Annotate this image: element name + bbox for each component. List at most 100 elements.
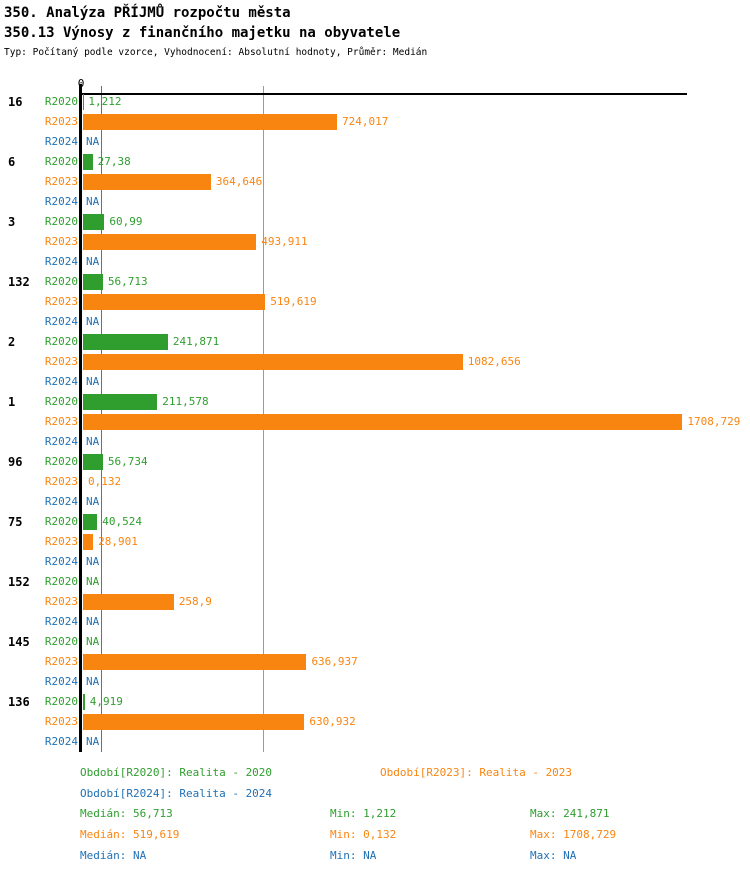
bar xyxy=(83,214,105,230)
value-label: 40,524 xyxy=(102,515,142,528)
value-label: 1082,656 xyxy=(467,355,521,368)
value-label: NA xyxy=(86,255,100,268)
value-label: 27,38 xyxy=(97,155,131,168)
series-label: R2023 xyxy=(44,235,78,248)
series-label: R2020 xyxy=(44,155,78,168)
series-label: R2024 xyxy=(44,615,78,628)
stat-median-r2024: Medián: NA xyxy=(80,849,147,862)
stat-max-r2023: Max: 1708,729 xyxy=(530,828,617,841)
bar xyxy=(83,594,174,610)
series-label: R2024 xyxy=(44,555,78,568)
stat-min-r2023: Min: 0,132 xyxy=(330,828,397,841)
legend-r2024: Období[R2024]: Realita - 2024 xyxy=(80,787,273,800)
stat-min-r2020: Min: 1,212 xyxy=(330,807,397,820)
series-label: R2020 xyxy=(44,635,78,648)
series-label: R2024 xyxy=(44,735,78,748)
value-label: 56,713 xyxy=(107,275,148,288)
value-label: 724,017 xyxy=(341,115,389,128)
series-label: R2023 xyxy=(44,175,78,188)
series-label: R2024 xyxy=(44,435,78,448)
series-label: R2024 xyxy=(44,495,78,508)
category-label: 16 xyxy=(8,95,23,109)
bar xyxy=(83,454,103,470)
report-title: 350. Analýza PŘÍJMŮ rozpočtu města xyxy=(4,5,291,21)
value-label: 211,578 xyxy=(162,395,209,408)
value-label: 4,919 xyxy=(89,695,123,708)
series-label: R2023 xyxy=(44,595,78,608)
category-label: 96 xyxy=(8,455,23,469)
series-label: R2020 xyxy=(44,575,78,588)
bar xyxy=(83,274,103,290)
category-label: 1 xyxy=(8,395,16,409)
series-label: R2024 xyxy=(44,675,78,688)
value-label: 0,132 xyxy=(88,475,122,488)
bar xyxy=(83,294,266,310)
series-label: R2020 xyxy=(44,335,78,348)
report-subtitle: 350.13 Výnosy z finančního majetku na ob… xyxy=(4,25,401,41)
series-label: R2024 xyxy=(44,375,78,388)
bar xyxy=(83,354,463,370)
value-label: 636,937 xyxy=(311,655,358,668)
bar xyxy=(83,234,257,250)
x-axis-line xyxy=(80,93,687,95)
value-label: NA xyxy=(86,315,100,328)
value-label: 364,646 xyxy=(215,175,263,188)
value-label: 258,9 xyxy=(178,595,212,608)
series-label: R2023 xyxy=(44,295,78,308)
category-label: 3 xyxy=(8,215,16,229)
series-label: R2023 xyxy=(44,535,78,548)
series-label: R2020 xyxy=(44,395,78,408)
value-label: 241,871 xyxy=(172,335,220,348)
series-label: R2023 xyxy=(44,655,78,668)
legend-r2023: Období[R2023]: Realita - 2023 xyxy=(380,766,573,779)
series-label: R2023 xyxy=(44,415,78,428)
value-label: NA xyxy=(86,555,100,568)
bar xyxy=(83,154,93,170)
bar xyxy=(83,694,85,710)
value-label: NA xyxy=(86,735,100,748)
stat-max-r2024: Max: NA xyxy=(530,849,577,862)
series-label: R2024 xyxy=(44,135,78,148)
value-label: NA xyxy=(86,575,100,588)
value-label: NA xyxy=(86,495,100,508)
category-label: 145 xyxy=(8,635,30,649)
series-label: R2020 xyxy=(44,95,78,108)
value-label: 56,734 xyxy=(107,455,148,468)
value-label: NA xyxy=(86,435,100,448)
category-label: 152 xyxy=(8,575,30,589)
bar xyxy=(83,514,98,530)
value-label: NA xyxy=(86,635,100,648)
bar xyxy=(83,394,158,410)
stat-max-r2020: Max: 241,871 xyxy=(530,807,610,820)
legend-r2020: Období[R2020]: Realita - 2020 xyxy=(80,766,273,779)
bar xyxy=(83,114,337,130)
value-label: 493,911 xyxy=(261,235,308,248)
series-label: R2020 xyxy=(44,275,78,288)
value-label: NA xyxy=(86,195,100,208)
y-axis-line xyxy=(79,84,82,752)
series-label: R2024 xyxy=(44,255,78,268)
report-type-line: Typ: Počítaný podle vzorce, Vyhodnocení:… xyxy=(4,47,428,58)
value-label: NA xyxy=(86,615,100,628)
bar xyxy=(83,654,307,670)
series-label: R2024 xyxy=(44,195,78,208)
series-label: R2020 xyxy=(44,515,78,528)
series-label: R2020 xyxy=(44,695,78,708)
value-label: 60,99 xyxy=(109,215,143,228)
stat-median-r2020: Medián: 56,713 xyxy=(80,807,173,820)
bar xyxy=(83,714,305,730)
x-axis-zero-label: 0 xyxy=(77,77,85,90)
series-label: R2023 xyxy=(44,355,78,368)
value-label: NA xyxy=(86,135,100,148)
series-label: R2020 xyxy=(44,455,78,468)
value-label: 519,619 xyxy=(270,295,317,308)
series-label: R2024 xyxy=(44,315,78,328)
category-label: 136 xyxy=(8,695,30,709)
bar xyxy=(83,414,683,430)
series-label: R2023 xyxy=(44,115,78,128)
stat-min-r2024: Min: NA xyxy=(330,849,377,862)
series-label: R2023 xyxy=(44,475,78,488)
value-label: NA xyxy=(86,675,100,688)
